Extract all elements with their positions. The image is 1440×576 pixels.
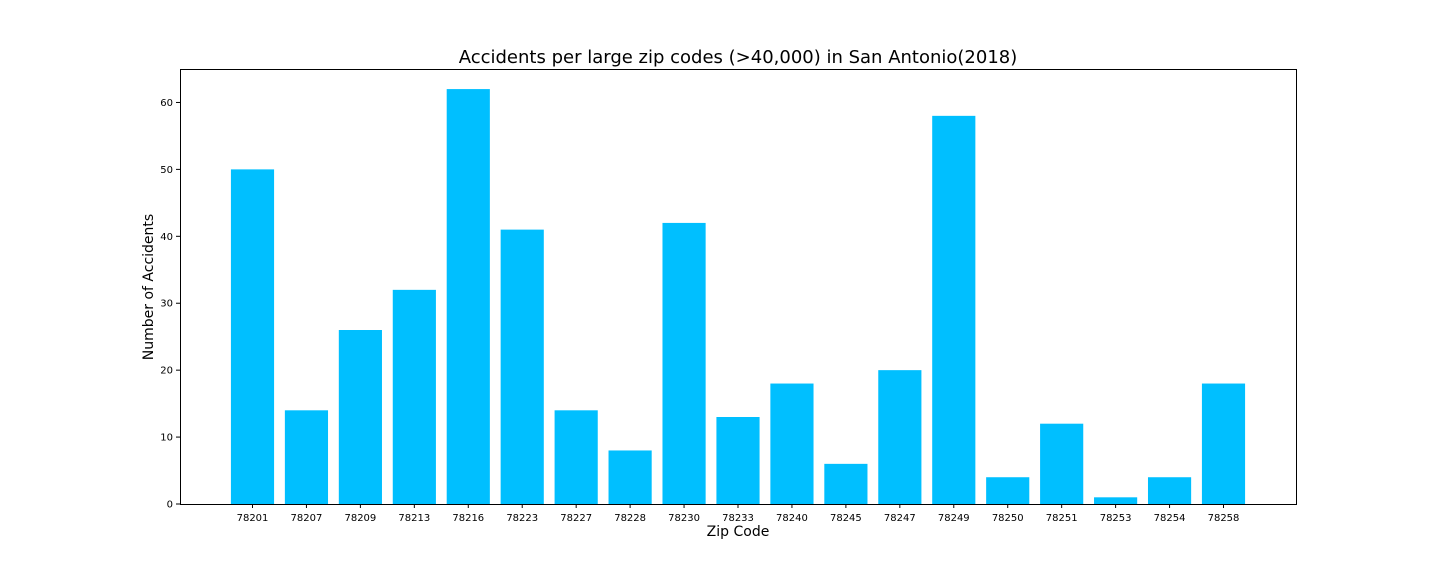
bar-78251 — [1040, 423, 1084, 504]
x-tick-label-78254: 78254 — [1154, 513, 1186, 524]
y-tick-label-10: 10 — [160, 433, 173, 444]
x-tick-label-78223: 78223 — [506, 513, 538, 524]
bar-78240 — [770, 383, 814, 504]
y-tick-label-0: 0 — [167, 500, 173, 511]
bar-78230 — [662, 222, 706, 505]
x-axis: 78201 78207 78209 78213 78216 78223 78227 78228… — [237, 504, 1240, 524]
plot-frame — [180, 69, 1297, 505]
x-axis-label: Zip Code — [707, 524, 770, 540]
x-tick-label-78216: 78216 — [452, 513, 484, 524]
bar-78258 — [1201, 383, 1246, 504]
x-tick-label-78249: 78249 — [938, 513, 970, 524]
x-tick-label-78233: 78233 — [722, 513, 754, 524]
x-tick-label-78258: 78258 — [1208, 513, 1240, 524]
x-tick-label-78227: 78227 — [560, 513, 592, 524]
bar-78253 — [1094, 497, 1138, 504]
bar-78247 — [878, 370, 922, 504]
bar-78216 — [446, 89, 490, 504]
y-tick-label-60: 60 — [160, 98, 173, 109]
bar-78227 — [554, 410, 598, 504]
x-tick-label-78247: 78247 — [884, 513, 916, 524]
bars-group — [230, 89, 1246, 505]
x-tick-label-78245: 78245 — [830, 513, 862, 524]
bar-78254 — [1147, 477, 1192, 504]
bar-78207 — [284, 410, 329, 504]
y-axis: 0 10 20 30 40 50 60 — [160, 98, 180, 511]
bar-78209 — [338, 330, 382, 504]
chart-title: Accidents per large zip codes (>40,000) … — [459, 47, 1018, 68]
bar-78250 — [986, 477, 1030, 504]
bar-78228 — [608, 450, 652, 504]
y-tick-label-40: 40 — [160, 232, 173, 243]
x-tick-label-78207: 78207 — [291, 513, 323, 524]
x-tick-label-78253: 78253 — [1100, 513, 1132, 524]
bar-78249 — [932, 115, 976, 504]
x-tick-label-78213: 78213 — [398, 513, 430, 524]
bar-78201 — [230, 169, 275, 504]
x-tick-label-78251: 78251 — [1046, 513, 1078, 524]
x-tick-label-78240: 78240 — [776, 513, 808, 524]
x-tick-label-78228: 78228 — [614, 513, 646, 524]
x-tick-label-78230: 78230 — [668, 513, 700, 524]
bar-78233 — [716, 417, 760, 504]
x-tick-label-78209: 78209 — [344, 513, 376, 524]
y-tick-label-30: 30 — [160, 299, 173, 310]
x-tick-label-78250: 78250 — [992, 513, 1024, 524]
y-axis-label: Number of Accidents — [141, 214, 157, 360]
x-tick-label-78201: 78201 — [237, 513, 269, 524]
bar-78223 — [500, 229, 544, 504]
y-tick-label-50: 50 — [160, 165, 173, 176]
bar-78213 — [392, 289, 436, 504]
y-tick-label-20: 20 — [160, 366, 173, 377]
bar-78245 — [824, 463, 868, 504]
